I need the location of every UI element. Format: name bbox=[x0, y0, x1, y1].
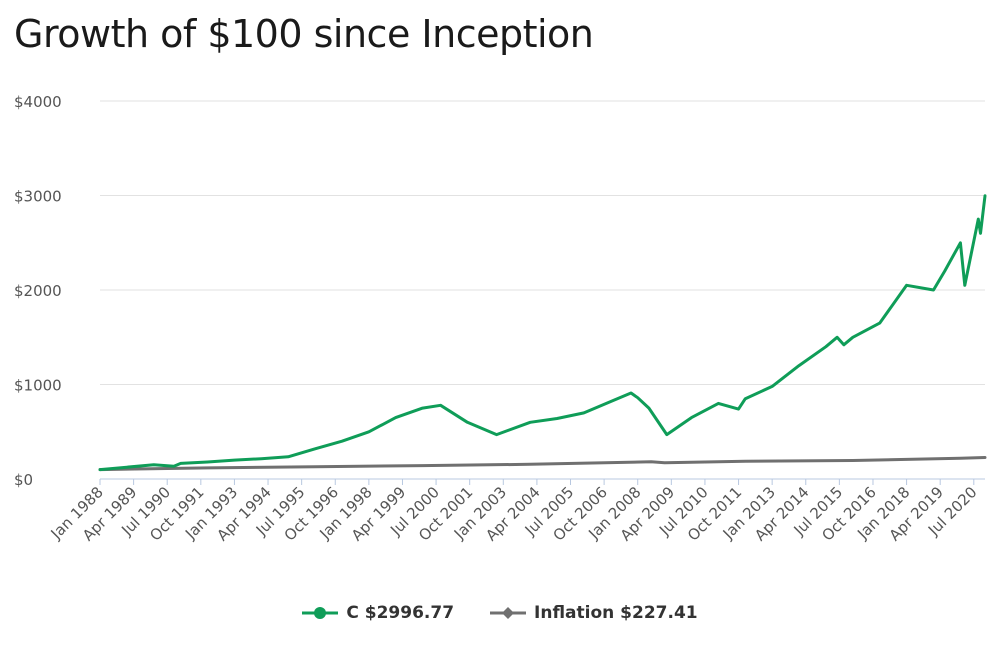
y-tick-label: $4000 bbox=[14, 93, 62, 111]
legend: C $2996.77 Inflation $227.41 bbox=[0, 603, 1000, 623]
series-lines bbox=[98, 194, 987, 472]
y-tick-label: $1000 bbox=[14, 377, 62, 395]
chart-title: Growth of $100 since Inception bbox=[14, 12, 594, 56]
legend-label-inflation: Inflation $227.41 bbox=[534, 603, 698, 623]
series-line-inflation bbox=[98, 456, 987, 472]
grid-lines bbox=[100, 100, 985, 480]
y-axis-ticks: $0 $1000 $2000 $3000 $4000 bbox=[14, 93, 62, 489]
legend-marker-inflation-icon bbox=[490, 607, 527, 619]
legend-marker-c-icon bbox=[302, 607, 339, 619]
legend-item-inflation[interactable]: Inflation $227.41 bbox=[490, 603, 698, 623]
legend-label-c: C $2996.77 bbox=[346, 603, 455, 623]
legend-item-c[interactable]: C $2996.77 bbox=[302, 603, 454, 623]
series-line-c bbox=[98, 194, 987, 472]
y-tick-label: $3000 bbox=[14, 188, 62, 206]
y-tick-label: $2000 bbox=[14, 282, 62, 300]
y-tick-label: $0 bbox=[14, 471, 33, 489]
